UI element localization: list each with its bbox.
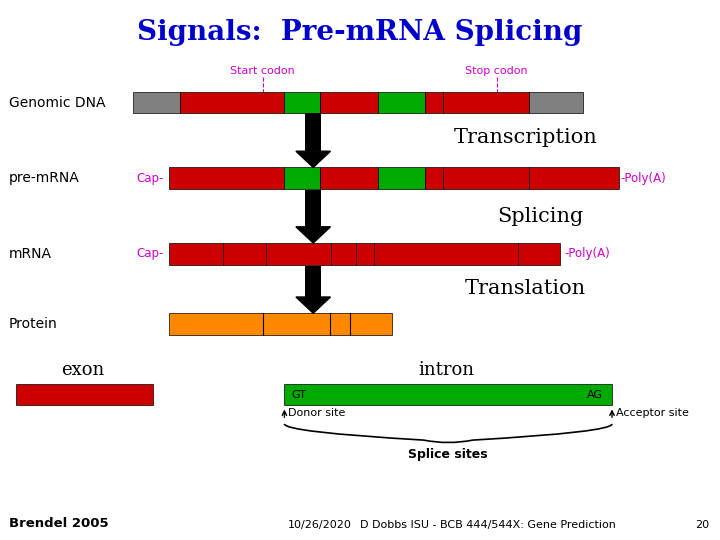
Bar — [378, 92, 425, 113]
Text: intron: intron — [418, 361, 474, 379]
Text: Splicing: Splicing — [497, 206, 583, 226]
Bar — [425, 167, 443, 189]
Text: Genomic DNA: Genomic DNA — [9, 96, 105, 110]
Bar — [305, 190, 321, 227]
Text: 10/26/2020: 10/26/2020 — [288, 520, 352, 530]
Text: Cap-: Cap- — [137, 172, 164, 185]
Bar — [284, 92, 320, 113]
Bar — [320, 167, 378, 189]
Text: Acceptor site: Acceptor site — [616, 408, 688, 418]
Bar — [16, 384, 153, 405]
Bar — [169, 313, 392, 335]
Bar — [305, 113, 321, 151]
Bar — [169, 167, 284, 189]
Text: AG: AG — [588, 390, 603, 400]
Bar — [529, 92, 583, 113]
Text: 20: 20 — [695, 520, 709, 530]
Bar — [529, 167, 619, 189]
Text: Protein: Protein — [9, 317, 58, 331]
Text: Start codon: Start codon — [230, 65, 295, 76]
Polygon shape — [296, 227, 330, 243]
Text: Splice sites: Splice sites — [408, 448, 488, 461]
Bar — [443, 167, 529, 189]
Bar — [425, 92, 443, 113]
Bar — [378, 167, 425, 189]
Bar — [169, 243, 560, 265]
Text: pre-mRNA: pre-mRNA — [9, 171, 79, 185]
Text: GT: GT — [292, 390, 307, 400]
Bar — [320, 92, 378, 113]
Text: Stop codon: Stop codon — [466, 65, 528, 76]
Text: Signals:  Pre-mRNA Splicing: Signals: Pre-mRNA Splicing — [138, 19, 582, 46]
Bar — [180, 92, 284, 113]
Text: Brendel 2005: Brendel 2005 — [9, 517, 108, 530]
Text: Donor site: Donor site — [288, 408, 346, 418]
Bar — [443, 92, 529, 113]
Polygon shape — [296, 151, 330, 167]
Text: -Poly(A): -Poly(A) — [621, 172, 667, 185]
Polygon shape — [296, 297, 330, 313]
Text: Transcription: Transcription — [454, 128, 598, 147]
Bar — [133, 92, 180, 113]
Bar — [305, 266, 321, 297]
Text: exon: exon — [61, 361, 104, 379]
Text: Cap-: Cap- — [137, 247, 164, 260]
Text: mRNA: mRNA — [9, 247, 52, 261]
Bar — [284, 167, 320, 189]
Bar — [284, 384, 612, 405]
Text: Translation: Translation — [465, 279, 586, 299]
Text: D Dobbs ISU - BCB 444/544X: Gene Prediction: D Dobbs ISU - BCB 444/544X: Gene Predict… — [360, 520, 616, 530]
Text: -Poly(A): -Poly(A) — [564, 247, 611, 260]
